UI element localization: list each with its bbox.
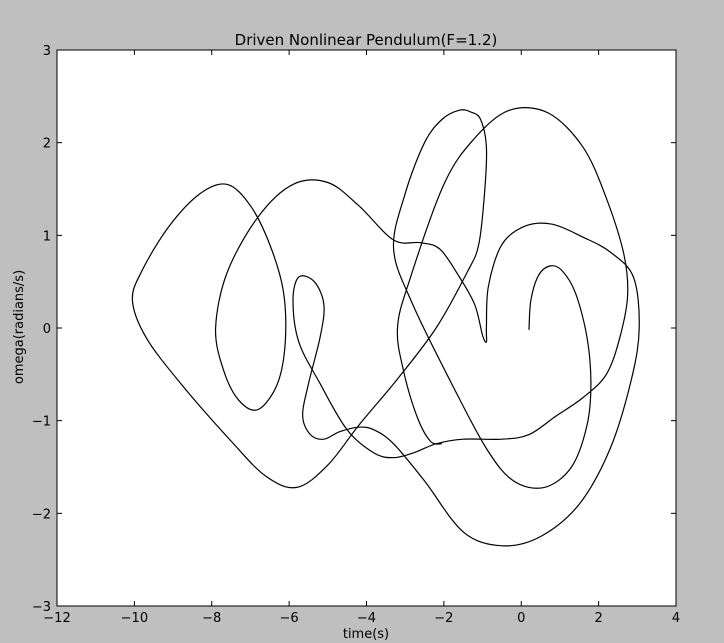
- plot-area: [56, 49, 677, 607]
- x-tick-label: 0: [517, 611, 525, 626]
- x-tick-label: 2: [594, 611, 602, 626]
- x-tick-label: −2: [434, 611, 453, 626]
- y-tick-label: 3: [43, 44, 51, 59]
- y-tick-label: −2: [32, 507, 51, 522]
- chart-title: Driven Nonlinear Pendulum(F=1.2): [235, 31, 498, 49]
- x-tick-label: −4: [357, 611, 376, 626]
- y-axis-label: omega(radians/s): [12, 270, 27, 384]
- ticks: [56, 49, 677, 607]
- y-tick-label: −3: [32, 600, 51, 615]
- y-tick-label: −1: [32, 415, 51, 430]
- y-tick-label: 0: [43, 322, 51, 337]
- y-tick-label: 2: [43, 137, 51, 152]
- x-tick-label: −10: [121, 611, 148, 626]
- series-line: [131, 107, 640, 547]
- y-tick-label: 1: [43, 229, 51, 244]
- series-group: [131, 107, 640, 547]
- x-tick-label: −8: [202, 611, 221, 626]
- x-tick-label: −6: [280, 611, 299, 626]
- x-tick-label: 4: [672, 611, 680, 626]
- x-axis-label: time(s): [343, 627, 389, 642]
- x-tick-label: −12: [43, 611, 70, 626]
